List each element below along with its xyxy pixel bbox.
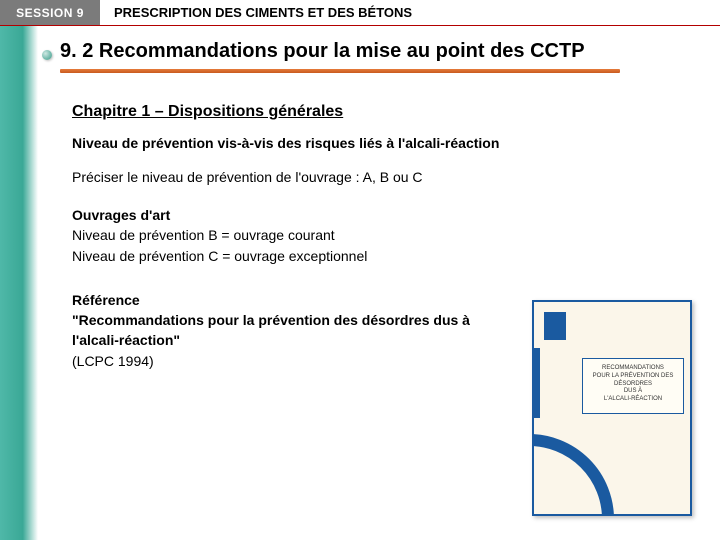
left-gradient-stripe [0, 0, 38, 540]
thumb-logo-block [544, 312, 566, 340]
document-thumbnail: RECOMMANDATIONS POUR LA PRÉVENTION DES D… [532, 300, 692, 516]
thumb-label-line1: RECOMMANDATIONS [587, 365, 679, 373]
reference-heading: Référence [72, 290, 482, 310]
header-title: PRESCRIPTION DES CIMENTS ET DES BÉTONS [100, 0, 720, 25]
ouvrages-heading: Ouvrages d'art [72, 205, 700, 225]
bullet-icon [42, 50, 52, 60]
reference-quote: "Recommandations pour la prévention des … [72, 310, 482, 351]
slide-header: SESSION 9 PRESCRIPTION DES CIMENTS ET DE… [0, 0, 720, 26]
thumb-arc-wrap [534, 404, 614, 514]
session-badge: SESSION 9 [0, 0, 100, 25]
ouvrages-block: Ouvrages d'art Niveau de prévention B = … [72, 205, 700, 266]
thumb-label-line2: POUR LA PRÉVENTION DES DÉSORDRES [587, 373, 679, 389]
title-underline [60, 69, 620, 73]
ouvrages-line2: Niveau de prévention C = ouvrage excepti… [72, 246, 700, 266]
sub-heading: Niveau de prévention vis-à-vis des risqu… [72, 135, 700, 151]
thumb-arc-icon [534, 434, 614, 514]
chapter-heading: Chapitre 1 – Dispositions générales [72, 103, 700, 121]
reference-source: (LCPC 1994) [72, 351, 482, 371]
thumb-label-line4: L'ALCALI-RÉACTION [587, 396, 679, 404]
main-title: 9. 2 Recommandations pour la mise au poi… [60, 40, 700, 63]
reference-block: Référence "Recommandations pour la préve… [72, 290, 482, 371]
paragraph-precision: Préciser le niveau de prévention de l'ou… [72, 169, 700, 185]
ouvrages-line1: Niveau de prévention B = ouvrage courant [72, 225, 700, 245]
